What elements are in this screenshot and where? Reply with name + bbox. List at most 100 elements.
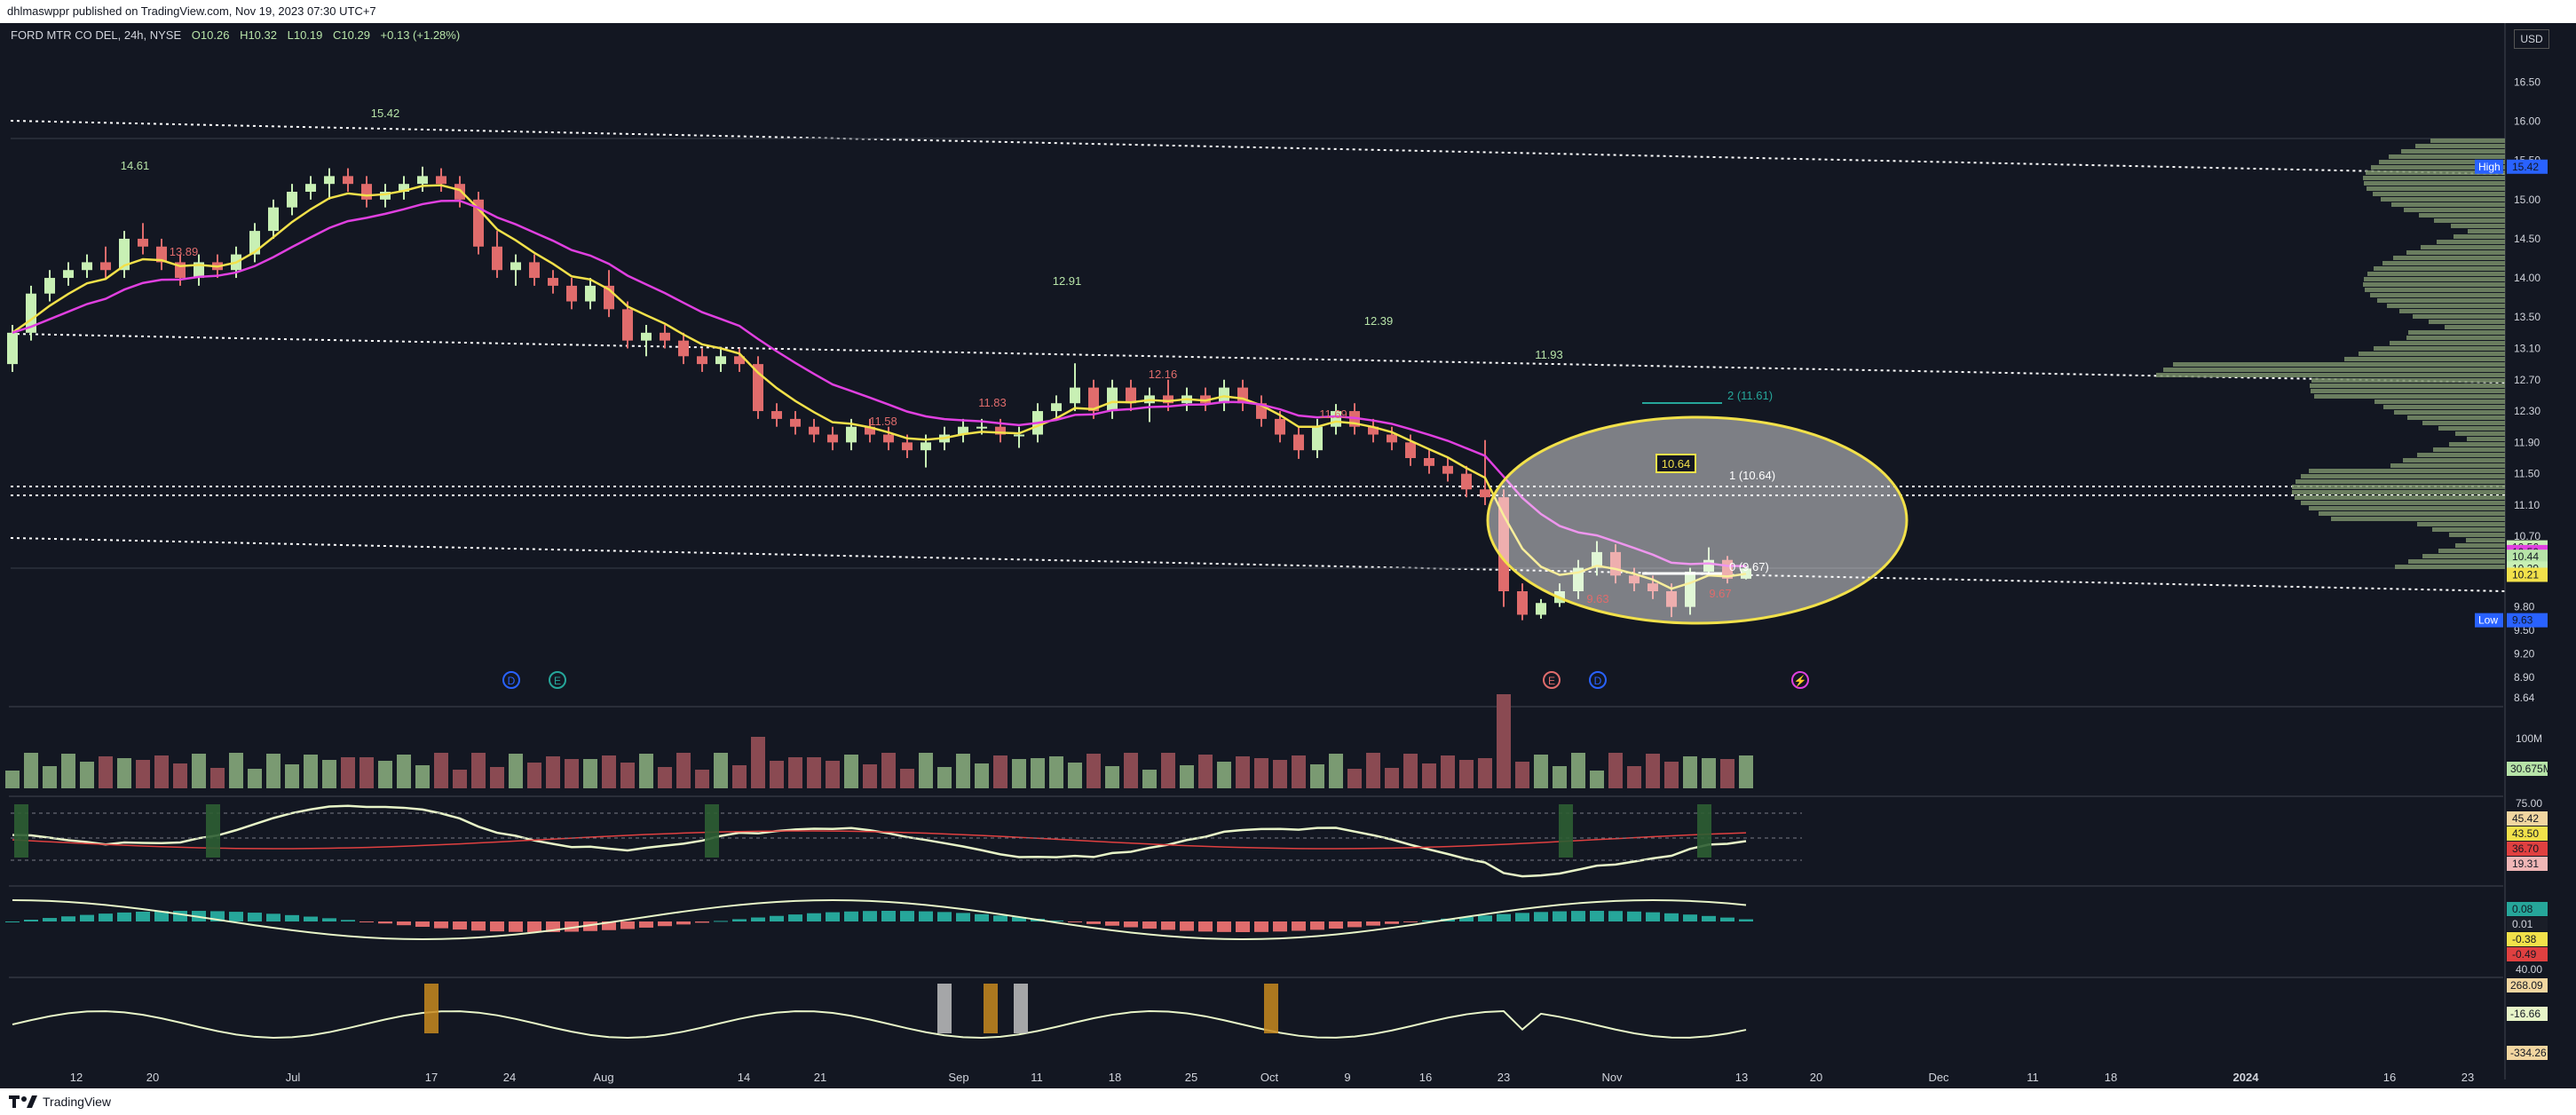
volume-bar <box>620 763 635 788</box>
profile-bar <box>2365 288 2505 292</box>
price-badge <box>2507 613 2548 628</box>
volume-bar <box>919 753 933 788</box>
macd-bar <box>770 915 784 921</box>
candle-body <box>268 207 279 232</box>
volume-bar <box>826 761 840 788</box>
candle-body <box>715 356 726 365</box>
symbol-legend[interactable]: FORD MTR CO DEL, 24h, NYSE O10.26 H10.32… <box>11 28 460 42</box>
profile-bar <box>2156 373 2505 377</box>
macd-bar <box>583 921 597 931</box>
peak-label: 14.61 <box>121 159 150 172</box>
rsi-badge <box>2507 826 2548 841</box>
candle-body <box>1685 571 1695 607</box>
volume-profile <box>2156 138 2505 569</box>
rsi-highlight <box>705 804 719 858</box>
price-tick: 8.64 <box>2514 692 2535 704</box>
macd-bar <box>695 921 709 923</box>
profile-bar <box>2301 474 2505 478</box>
price-badge-text: High <box>2478 161 2501 173</box>
peak-label: 12.91 <box>1053 274 1082 288</box>
macd-bar <box>1739 919 1753 921</box>
profile-bar <box>2309 469 2505 473</box>
event-label: ⚡ <box>1794 675 1807 687</box>
change-value: +0.13 (+1.28%) <box>380 28 461 42</box>
price-badge-value: 10.44 <box>2512 550 2539 563</box>
highlight-ellipse <box>1486 415 1908 625</box>
candle-body <box>1741 568 1751 579</box>
candle-body <box>1592 551 1602 568</box>
price-tick: 10.70 <box>2514 530 2540 542</box>
volume-bar <box>99 756 113 788</box>
macd-badge <box>2507 932 2548 946</box>
profile-bar <box>2417 522 2505 526</box>
profile-bar <box>2301 501 2505 505</box>
volume-bar <box>1198 755 1213 788</box>
macd-bar <box>43 918 57 921</box>
macd-bar <box>154 911 169 921</box>
profile-bar <box>2390 341 2505 345</box>
profile-bar <box>2381 197 2505 202</box>
candle-body <box>1461 473 1472 490</box>
candle-body <box>734 356 745 365</box>
profile-bar <box>2406 250 2505 255</box>
profile-bar <box>2374 346 2505 351</box>
profile-bar <box>2430 138 2505 143</box>
profile-bar <box>2401 149 2505 154</box>
candle-body <box>1648 583 1658 591</box>
time-tick: 24 <box>503 1071 516 1084</box>
volume-bar <box>61 754 75 788</box>
moving-averages <box>12 184 1747 590</box>
profile-bar <box>2364 277 2505 281</box>
macd-bar <box>173 911 187 921</box>
macd-bar <box>397 921 411 926</box>
macd-bar <box>1180 921 1194 931</box>
price-tick: 13.50 <box>2514 311 2540 323</box>
macd-bar <box>1273 921 1287 932</box>
profile-bar <box>2404 208 2505 212</box>
candle-body <box>361 184 372 200</box>
profile-bar <box>2295 495 2505 500</box>
volume-bar <box>863 764 877 788</box>
trendlines <box>9 23 2506 1079</box>
volume-bar <box>1571 753 1585 788</box>
cci-highlight <box>937 984 952 1033</box>
profile-bar <box>2413 314 2505 319</box>
volume-bar <box>751 737 765 788</box>
macd-bar <box>658 921 672 927</box>
macd-bar <box>1068 921 1082 922</box>
volume-bar <box>807 757 821 788</box>
macd-bar <box>5 921 20 922</box>
macd-bar <box>863 911 877 921</box>
profile-bar <box>2309 506 2505 510</box>
publish-text: dhlmaswppr published on TradingView.com,… <box>7 4 376 18</box>
volume-bar <box>881 753 896 788</box>
profile-bar <box>2387 304 2505 308</box>
candle-body <box>305 184 316 192</box>
macd-bar <box>304 916 318 921</box>
trough-label: 13.89 <box>170 245 199 258</box>
chart-canvas[interactable]: 14.61 15.42 12.91 12.39 11.93 13.89 11.58 11.83… <box>0 23 2576 1088</box>
price-tick: 9.20 <box>2514 648 2535 660</box>
macd-bar <box>61 916 75 921</box>
candle-body <box>7 332 18 365</box>
price-tick: 11.10 <box>2514 499 2540 511</box>
macd-bar <box>210 911 225 921</box>
volume-bar <box>248 769 262 788</box>
volume-bar <box>900 769 914 788</box>
macd-bar <box>341 920 355 921</box>
price-tick: 11.90 <box>2514 436 2540 448</box>
volume-bar <box>490 767 504 788</box>
macd-bar <box>509 921 523 932</box>
candle-body <box>138 238 148 247</box>
time-tick: 25 <box>1185 1071 1197 1084</box>
profile-bar <box>2390 463 2505 468</box>
profile-bar <box>2408 330 2505 335</box>
rsi-highlight <box>14 804 28 858</box>
volume-bar <box>714 753 728 788</box>
rsi-badge-value: 19.31 <box>2512 858 2539 870</box>
currency-button[interactable]: USD <box>2514 29 2549 49</box>
cci-tick: 40.00 <box>2516 963 2542 976</box>
volume-bar <box>1608 753 1623 788</box>
volume-bar <box>43 766 57 788</box>
macd-bar <box>975 913 989 921</box>
